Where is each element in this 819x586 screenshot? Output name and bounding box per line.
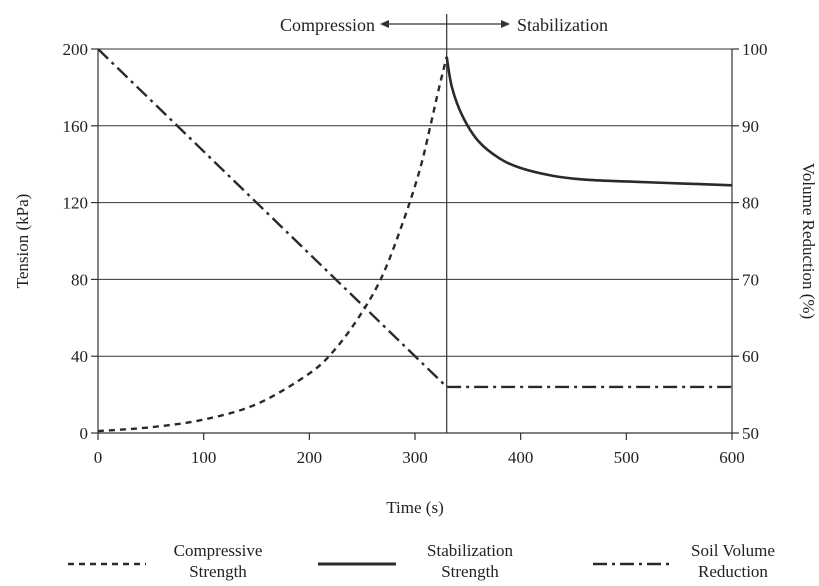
phase-arrowhead-right <box>501 20 510 28</box>
x-tick-label: 200 <box>297 448 323 467</box>
y-axis-label-right: Volume Reduction (%) <box>799 163 818 319</box>
y-tick-label-right: 60 <box>742 347 759 366</box>
legend-label-3-line2: Reduction <box>698 562 768 581</box>
series-line-3 <box>97 48 732 389</box>
y-tick-label-left: 200 <box>63 40 89 59</box>
legend: Compressive Strength Stabilization Strength… <box>68 541 775 581</box>
x-tick-label: 100 <box>191 448 217 467</box>
phase-label-stabilization: Stabilization <box>517 15 608 35</box>
x-tick-label: 500 <box>614 448 640 467</box>
series-line-1 <box>97 56 448 433</box>
legend-label-1-line2: Strength <box>189 562 247 581</box>
phase-label-compression: Compression <box>280 15 375 35</box>
legend-label-2-line1: Stabilization <box>427 541 513 560</box>
x-tick-label: 600 <box>719 448 745 467</box>
legend-label-1-line1: Compressive <box>174 541 263 560</box>
y-tick-label-left: 0 <box>80 424 89 443</box>
y-tick-label-right: 80 <box>742 194 759 213</box>
tick-labels: 0 40 80 120 160 200 50 60 70 80 90 100 0 100 200 300 400… <box>63 40 768 467</box>
phase-arrowhead-left <box>380 20 389 28</box>
y-axis-label-left: Tension (kPa) <box>13 194 32 289</box>
series-lines <box>97 48 733 433</box>
x-axis-label: Time (s) <box>386 498 443 517</box>
y-tick-label-right: 50 <box>742 424 759 443</box>
x-tick-label: 300 <box>402 448 428 467</box>
phase-annotation: Compression Stabilization <box>280 14 608 433</box>
y-tick-label-right: 70 <box>742 270 759 289</box>
y-tick-label-left: 160 <box>63 117 89 136</box>
legend-label-2-line2: Strength <box>441 562 499 581</box>
y-tick-label-left: 120 <box>63 194 89 213</box>
y-tick-label-right: 90 <box>742 117 759 136</box>
x-tick-label: 0 <box>94 448 103 467</box>
x-tick-label: 400 <box>508 448 534 467</box>
y-tick-label-left: 40 <box>71 347 88 366</box>
axes <box>91 48 739 440</box>
y-tick-label-left: 80 <box>71 270 88 289</box>
y-tick-label-right: 100 <box>742 40 768 59</box>
legend-label-3-line1: Soil Volume <box>691 541 775 560</box>
grid-lines <box>98 48 732 357</box>
series-line-2 <box>445 56 733 187</box>
